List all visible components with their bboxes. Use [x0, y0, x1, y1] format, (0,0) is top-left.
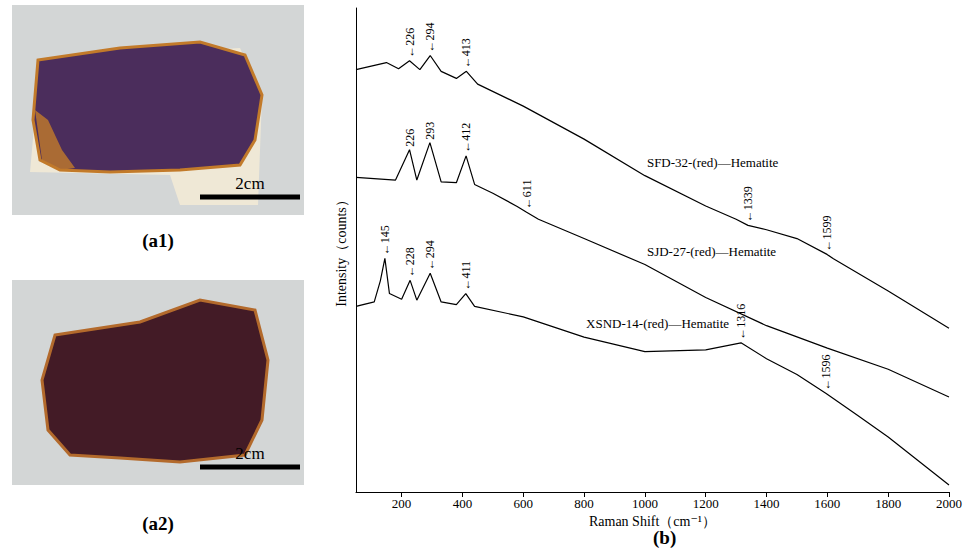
svg-text:226: 226	[403, 129, 417, 147]
svg-text:←412: ←412	[459, 123, 473, 153]
svg-text:293: 293	[423, 122, 437, 140]
svg-text:Raman Shift（cm⁻¹）: Raman Shift（cm⁻¹）	[589, 514, 716, 530]
svg-text:200: 200	[392, 496, 412, 511]
svg-text:XSND-14-(red)—Hematite: XSND-14-(red)—Hematite	[586, 316, 729, 331]
svg-text:1400: 1400	[754, 496, 780, 511]
svg-text:←294: ←294	[423, 240, 437, 270]
svg-text:←228: ←228	[403, 247, 417, 277]
svg-text:2000: 2000	[936, 496, 962, 511]
svg-text:2cm: 2cm	[235, 174, 264, 193]
svg-text:←226: ←226	[403, 28, 417, 58]
svg-text:SJD-27-(red)—Hematite: SJD-27-(red)—Hematite	[647, 244, 776, 259]
svg-text:←1599: ←1599	[820, 215, 834, 251]
svg-text:←411: ←411	[459, 261, 473, 291]
svg-text:←1596: ←1596	[819, 354, 833, 390]
svg-text:600: 600	[514, 496, 534, 511]
svg-text:2cm: 2cm	[235, 444, 264, 463]
svg-text:←611: ←611	[520, 180, 534, 210]
svg-text:←413: ←413	[459, 38, 473, 68]
svg-text:1800: 1800	[875, 496, 901, 511]
svg-text:←294: ←294	[423, 23, 437, 53]
svg-text:1000: 1000	[632, 496, 658, 511]
svg-text:←1339: ←1339	[741, 186, 755, 222]
svg-text:800: 800	[574, 496, 594, 511]
svg-text:400: 400	[453, 496, 473, 511]
svg-text:←145: ←145	[378, 225, 392, 255]
svg-text:1600: 1600	[814, 496, 840, 511]
svg-text:(a2): (a2)	[142, 513, 174, 535]
svg-text:SFD-32-(red)—Hematite: SFD-32-(red)—Hematite	[647, 155, 779, 170]
svg-text:(a1): (a1)	[142, 230, 174, 252]
svg-text:←1316: ←1316	[734, 304, 748, 340]
svg-text:1200: 1200	[693, 496, 719, 511]
svg-text:(b): (b)	[653, 527, 676, 549]
svg-text:Intensity（counts）: Intensity（counts）	[334, 193, 349, 307]
